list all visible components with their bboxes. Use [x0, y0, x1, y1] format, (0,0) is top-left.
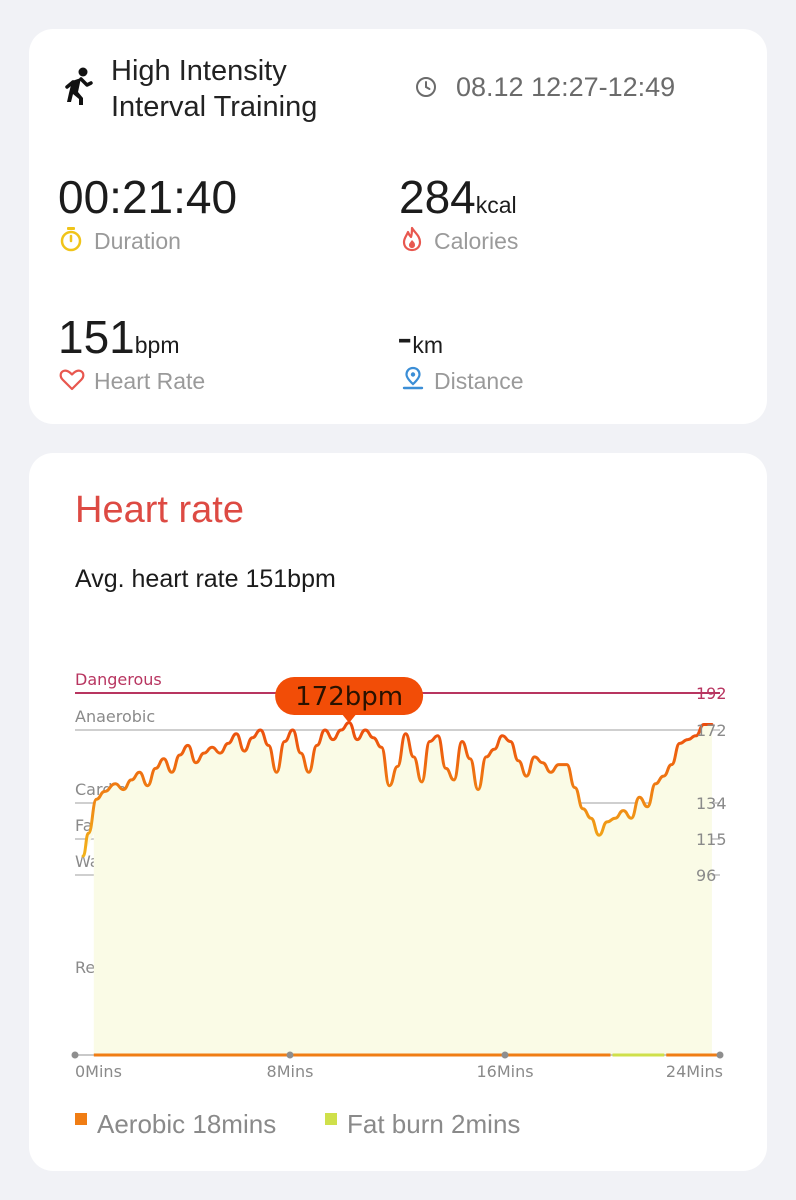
calories-unit: kcal [475, 192, 517, 218]
workout-title-line1: High Intensity [111, 55, 287, 87]
peak-tooltip [275, 677, 424, 715]
y-tick-label: 115 [696, 830, 727, 849]
y-tick-label: 96 [696, 866, 716, 885]
distance-unit: km [412, 332, 443, 358]
distance-display: -km [397, 312, 443, 370]
y-tick-label: 172 [696, 721, 727, 740]
x-tick-dot [716, 1051, 724, 1059]
zone-label-dangerous: Dangerous [75, 670, 162, 689]
distance-value: - [397, 311, 413, 363]
x-tick-label: 16Mins [476, 1062, 533, 1081]
stopwatch-icon [59, 226, 83, 252]
heart-rate-display: 151bpm [58, 312, 180, 370]
workout-title-line2: Interval Training [111, 91, 318, 123]
flame-icon [401, 226, 423, 252]
x-tick-label: 0Mins [75, 1062, 122, 1081]
heart-rate-unit: bpm [134, 332, 180, 358]
legend-fat-burn: Fat burn 2mins [347, 1109, 521, 1139]
zone-label-anaerobic: Anaerobic [75, 707, 155, 726]
legend-aerobic: Aerobic 18mins [97, 1109, 277, 1139]
heart-rate-area-fill [83, 722, 712, 1055]
heart-icon [59, 369, 85, 391]
average-heart-rate: Avg. heart rate 151bpm [75, 565, 336, 593]
workout-time-range: 08.12 12:27-12:49 [456, 72, 676, 102]
calories-display: 284kcal [399, 172, 517, 230]
x-tick-dot [501, 1051, 509, 1059]
running-person-icon [63, 67, 93, 107]
x-tick-dot [286, 1051, 294, 1059]
heart-rate-card: Heart rate Avg. heart rate 151bpm Danger… [29, 453, 767, 1171]
calories-label: Calories [434, 228, 519, 254]
y-tick-label: 192 [696, 684, 727, 703]
duration-label: Duration [94, 228, 181, 254]
calories-value: 284 [399, 171, 476, 223]
heart-rate-label: Heart Rate [94, 368, 206, 394]
x-tick-dot [71, 1051, 79, 1059]
x-tick-label: 24Mins [666, 1062, 723, 1081]
distance-label: Distance [434, 368, 524, 394]
legend-swatch-fat-burn [325, 1113, 337, 1125]
duration-value: 00:21:40 [58, 171, 238, 223]
clock-icon [415, 76, 437, 98]
y-tick-label: 134 [696, 794, 727, 813]
heart-rate-section-title: Heart rate [75, 489, 244, 531]
heart-rate-line [81, 721, 714, 858]
peak-tooltip-label: 172bpm [295, 682, 403, 712]
workout-summary-card: High Intensity Interval Training 08.12 1… [29, 29, 767, 424]
location-pin-icon [401, 366, 425, 392]
tooltip-pointer [341, 713, 358, 723]
legend-swatch-aerobic [75, 1113, 87, 1125]
heart-rate-value: 151 [58, 311, 135, 363]
x-tick-label: 8Mins [267, 1062, 314, 1081]
